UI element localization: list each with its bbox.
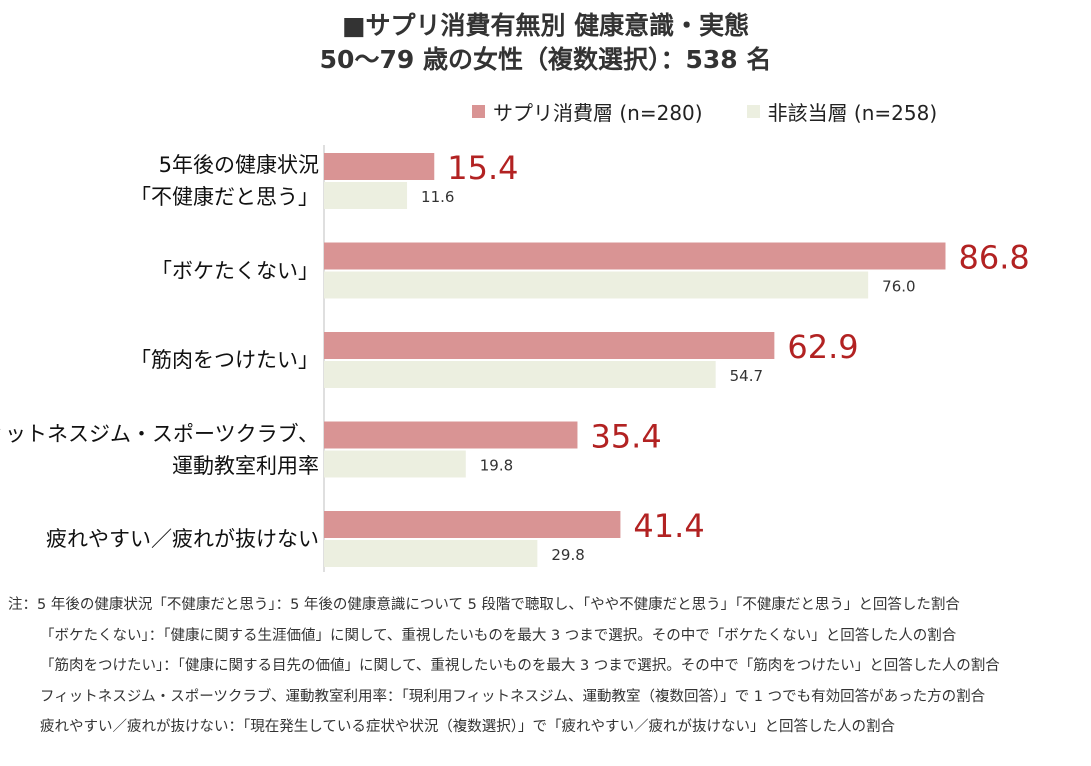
category-label-1-line-2: 「不健康だと思う」 [130,185,319,209]
bar-supplement-3 [324,332,775,359]
legend: サプリ消費層 (n=280) 非該当層 (n=258) [472,97,981,126]
footnote-3: 「筋肉をつけたい」：「健康に関する目先の価値」に関して、重視したいものを最大 3… [40,658,1000,674]
legend-item-supplement: サプリ消費層 (n=280) [472,97,703,126]
category-label-4-line-1: フィットネスジム・スポーツクラブ、 [0,421,319,446]
footnote-1: 注：5 年後の健康状況「不健康だと思う」：5 年後の健康意識について 5 段階で… [8,597,960,613]
legend-swatch-supplement [472,105,485,118]
category-label-4: フィットネスジム・スポーツクラブ、運動教室利用率 [0,418,319,482]
footnote-2: 「ボケたくない」：「健康に関する生涯価値」に関して、重視したいものを最大 3 つ… [40,627,957,644]
category-label-5: 疲れやすい／疲れが抜けない [46,523,319,555]
value-label-non-applicable-2: 76.0 [882,278,915,296]
category-label-4-line-2: 運動教室利用率 [172,453,319,478]
bar-chart: 15.411.6 86.8 76.0 62.9 54.7 35.4 19.8 41.4 29.8 [323,145,1030,572]
value-label-supplement-5: 41.4 [633,507,704,545]
legend-label-non-applicable: 非該当層 (n=258) [767,101,938,125]
bar-non-applicable-1 [324,182,408,209]
chart-title: ■サプリ消費有無別 健康意識・実態 [341,11,750,40]
value-label-supplement-3: 62.9 [787,328,858,366]
value-label-non-applicable-5: 29.8 [551,546,584,564]
value-label-supplement-1: 15.4 [447,149,518,187]
footnotes: 注：5 年後の健康状況「不健康だと思う」：5 年後の健康意識について 5 段階で… [8,590,1000,743]
legend-swatch-non-applicable [746,105,760,118]
category-label-1-line-1: 5年後の健康状況 [158,153,319,177]
bar-non-applicable-4 [324,450,466,478]
bar-non-applicable-3 [324,361,716,388]
legend-item-non-applicable: 非該当層 (n=258) [746,97,938,126]
footnote-4: フィットネスジム・スポーツクラブ、運動教室利用率：「現利用フィットネスジム、運動… [40,688,986,705]
bar-supplement-2 [324,242,946,270]
category-label-3-line-1: 「筋肉をつけたい」 [130,348,319,372]
bar-supplement-1 [324,153,435,180]
legend-label-supplement: サプリ消費層 (n=280) [493,101,703,125]
category-label-1: 5年後の健康状況「不健康だと思う」 [130,149,319,213]
value-label-non-applicable-4: 19.8 [480,457,513,475]
category-label-3: 「筋肉をつけたい」 [130,344,319,376]
value-label-supplement-2: 86.8 [958,239,1029,277]
value-label-supplement-4: 35.4 [590,418,661,456]
bar-non-applicable-2 [324,271,869,299]
bar-supplement-5 [324,511,621,538]
category-label-2: 「ボケたくない」 [151,255,319,287]
category-label-5-line-1: 疲れやすい／疲れが抜けない [46,527,319,551]
footnote-5: 疲れやすい／疲れが抜けない：「現在発生している症状や状況（複数選択）」で「疲れや… [40,719,896,735]
bar-supplement-4 [324,421,578,449]
bar-non-applicable-5 [324,540,538,567]
value-label-non-applicable-3: 54.7 [730,367,763,385]
chart-subtitle: 50～79 歳の女性（複数選択）：538 名 [319,45,772,74]
value-label-non-applicable-1: 11.6 [421,188,454,206]
category-label-2-line-1: 「ボケたくない」 [151,258,319,283]
